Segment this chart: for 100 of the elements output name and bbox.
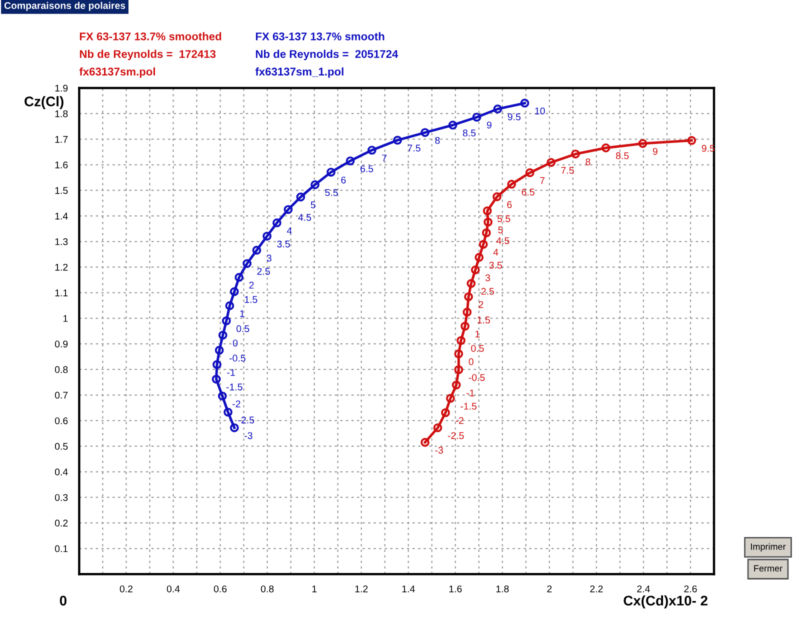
x-tick-label: 2.4 xyxy=(637,585,650,592)
annotation: 7.5 xyxy=(561,166,574,174)
x-tick-label: 1.4 xyxy=(402,586,415,592)
text: Fermer xyxy=(754,565,782,572)
point xyxy=(462,308,472,317)
point xyxy=(525,168,534,178)
annotation: 8 xyxy=(586,158,590,166)
annotation: 3 xyxy=(266,254,272,262)
annotation: 9.5 xyxy=(508,113,521,120)
x-tick-label: 2.2 xyxy=(590,585,603,592)
point xyxy=(492,192,502,202)
point xyxy=(326,168,336,177)
point xyxy=(470,265,480,274)
annotation: 8.5 xyxy=(462,130,476,136)
point xyxy=(482,206,492,216)
annotation: 0 xyxy=(468,358,474,366)
y-tick-label: 0.3 xyxy=(54,494,68,501)
point xyxy=(546,158,556,167)
annotation: -2 xyxy=(232,400,240,408)
point xyxy=(284,205,293,214)
point xyxy=(460,322,470,331)
annotation: -1 xyxy=(227,369,235,376)
annotation: 10 xyxy=(535,108,545,114)
x-tick-label: 1.2 xyxy=(355,585,368,592)
point xyxy=(212,374,221,384)
annotation: 4 xyxy=(493,248,498,256)
text: 0 xyxy=(60,596,66,606)
x-tick-label: 0.6 xyxy=(214,585,227,592)
annotation: 5 xyxy=(498,226,503,234)
point xyxy=(234,272,244,282)
point xyxy=(484,218,493,227)
point xyxy=(448,120,458,130)
y-axis-title: Cz(Cl) xyxy=(24,96,64,110)
x-tick-label: 0.4 xyxy=(166,585,180,592)
annotation: 1.5 xyxy=(478,316,490,324)
x-tick-label: 2 xyxy=(547,585,552,592)
point xyxy=(230,287,239,296)
annotation: 3.5 xyxy=(277,240,290,248)
point xyxy=(346,156,355,166)
point xyxy=(296,192,306,202)
point xyxy=(478,240,488,249)
annotation: -1.5 xyxy=(226,384,242,390)
y-tick-label: 0.6 xyxy=(54,417,68,424)
annotation: -3 xyxy=(435,446,443,454)
annotation: 2 xyxy=(249,282,254,289)
annotation: 3.5 xyxy=(489,262,502,269)
annotation: 0.5 xyxy=(236,325,250,332)
annotation: 5 xyxy=(310,202,316,208)
point xyxy=(446,394,455,403)
point xyxy=(262,232,272,241)
text: FX 63-137 13.7% smoothed Nb de Reynolds = 172413 fx63137sm.pol xyxy=(79,32,222,78)
annotation: 1.5 xyxy=(244,296,258,303)
annotation: 5.5 xyxy=(497,215,510,222)
annotation: 8.5 xyxy=(616,152,629,160)
point xyxy=(212,360,222,370)
annotation: -2 xyxy=(456,417,464,424)
annotation: -0.5 xyxy=(229,354,246,362)
point xyxy=(452,380,461,390)
annotation: 2.5 xyxy=(481,288,494,295)
annotation: 7 xyxy=(382,154,387,162)
point xyxy=(456,336,466,345)
point xyxy=(472,112,482,122)
annotation: 9 xyxy=(652,148,658,155)
annotation: 1 xyxy=(475,330,480,338)
point xyxy=(482,228,491,238)
annotation: 5.5 xyxy=(325,189,338,196)
point xyxy=(638,139,648,148)
point xyxy=(474,252,484,262)
annotation: 6.5 xyxy=(360,165,374,172)
annotation: 4.5 xyxy=(298,214,312,221)
point xyxy=(242,259,252,268)
y-tick-label: 0.4 xyxy=(54,468,68,476)
y-tick-label: 1.7 xyxy=(55,136,68,143)
annotation: 3 xyxy=(485,274,490,282)
annotation: -3 xyxy=(244,432,252,440)
y-tick-label: 1.2 xyxy=(55,264,68,271)
point xyxy=(225,301,234,310)
chart-title: Comparaisons de polaires xyxy=(4,2,126,11)
point xyxy=(441,408,450,418)
annotation: 7.5 xyxy=(408,144,420,152)
point xyxy=(507,180,516,189)
point xyxy=(252,246,262,255)
point xyxy=(493,104,502,114)
point xyxy=(218,392,227,400)
y-tick-label: 1.1 xyxy=(55,290,68,296)
point xyxy=(367,146,376,155)
x-tick-label: 0.2 xyxy=(120,585,132,592)
y-tick-label: 1.6 xyxy=(55,162,68,168)
point xyxy=(420,128,430,137)
annotation: 6.5 xyxy=(522,188,534,196)
annotation: 7 xyxy=(540,177,545,184)
point xyxy=(454,349,464,358)
annotation: -2.5 xyxy=(238,416,254,424)
point xyxy=(520,98,530,108)
annotation: 4 xyxy=(286,227,292,234)
annotation: 6 xyxy=(507,201,512,208)
point xyxy=(393,136,402,145)
y-tick-label: 1.9 xyxy=(55,84,68,92)
point xyxy=(420,438,430,447)
y-tick-label: 0.2 xyxy=(54,520,68,527)
